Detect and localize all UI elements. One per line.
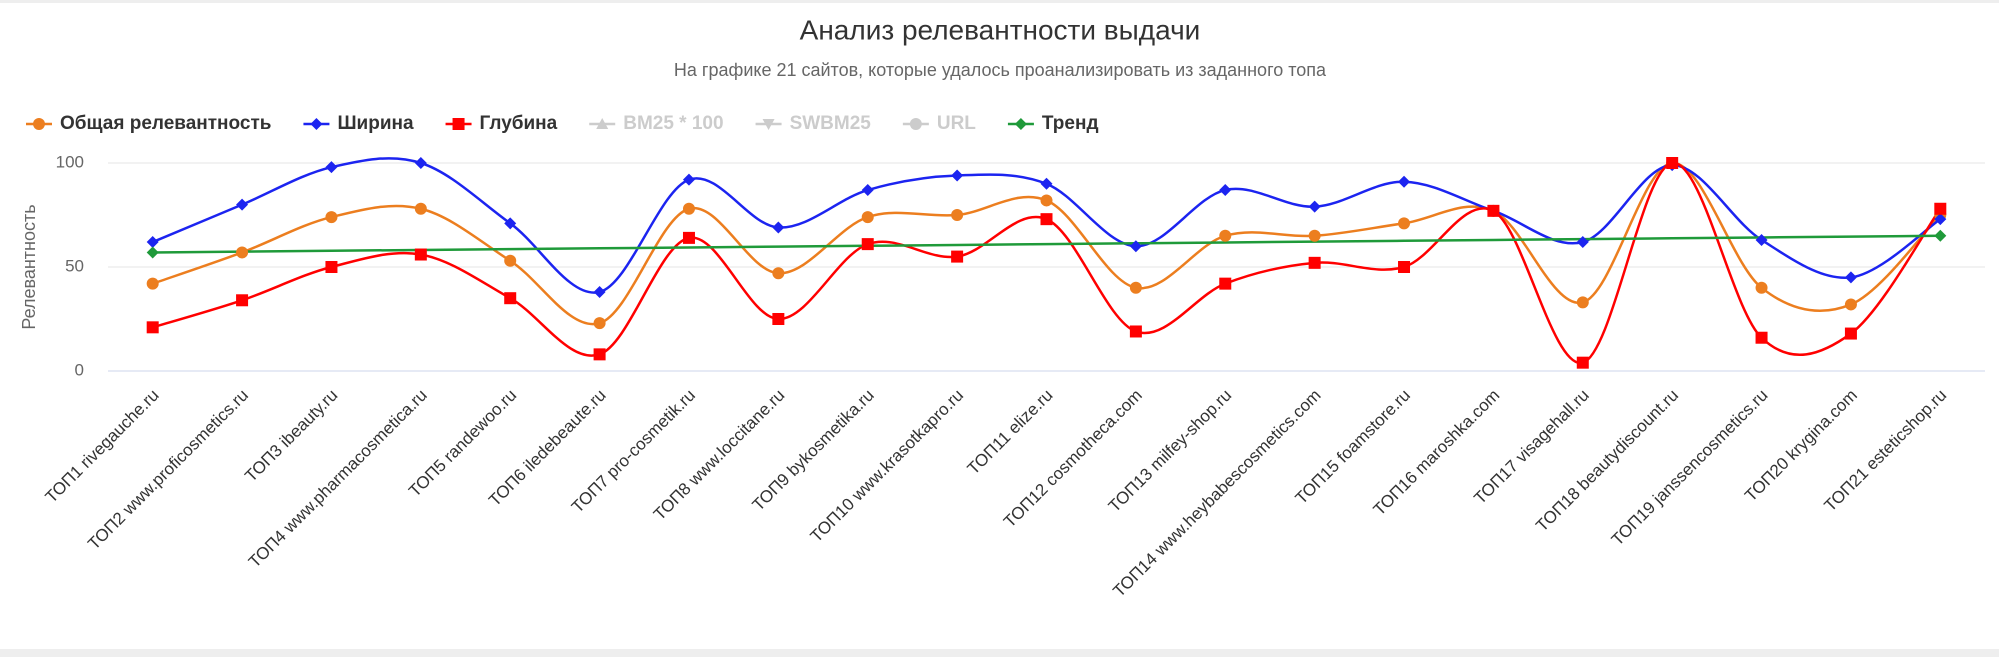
point-marker xyxy=(1844,327,1857,340)
point-marker xyxy=(861,238,874,251)
legend-symbol xyxy=(596,118,609,129)
point-marker xyxy=(593,285,606,298)
legend-item[interactable]: Общая релевантность xyxy=(26,113,271,134)
chart-subtitle: На графике 21 сайтов, которые удалось пр… xyxy=(674,60,1327,80)
legend-symbol xyxy=(33,118,45,130)
point-marker xyxy=(682,173,695,186)
point-marker xyxy=(1755,281,1768,294)
point-marker xyxy=(1755,233,1768,246)
legend-symbol xyxy=(452,118,465,130)
point-marker xyxy=(414,157,427,169)
legend-symbol xyxy=(310,118,323,130)
point-marker xyxy=(1219,277,1232,290)
point-marker xyxy=(593,348,606,361)
legend-label: BM25 * 100 xyxy=(623,113,723,134)
point-marker xyxy=(146,246,159,259)
legend-symbol xyxy=(909,118,922,130)
point-marker xyxy=(1129,240,1142,253)
point-marker xyxy=(236,198,249,211)
point-marker xyxy=(1844,271,1857,284)
y-tick-label: 100 xyxy=(56,152,84,171)
point-marker xyxy=(236,246,249,259)
point-marker xyxy=(325,161,338,174)
legend-item[interactable]: SWBM25 xyxy=(755,113,872,134)
legend-item[interactable]: BM25 * 100 xyxy=(589,113,724,134)
legend-item[interactable]: Тренд xyxy=(1007,113,1099,134)
point-marker xyxy=(682,202,695,215)
point-marker xyxy=(1308,229,1321,242)
x-tick-label: ТОП18 beautydiscount.ru xyxy=(1532,386,1682,536)
point-marker xyxy=(1219,184,1232,197)
series-line xyxy=(152,161,1942,364)
legend-label: SWBM25 xyxy=(790,113,872,134)
point-marker xyxy=(1398,175,1411,188)
point-marker xyxy=(146,277,159,290)
legend-label: Общая релевантность xyxy=(60,113,271,134)
bottom-border xyxy=(0,649,1999,657)
point-marker xyxy=(1666,157,1679,169)
point-marker xyxy=(1934,202,1947,215)
point-marker xyxy=(1576,296,1589,309)
point-marker xyxy=(504,254,517,267)
x-tick-label: ТОП3 ibeauty.ru xyxy=(241,386,341,486)
point-marker xyxy=(236,294,249,307)
point-marker xyxy=(1308,256,1321,269)
point-marker xyxy=(325,261,338,273)
point-marker xyxy=(772,267,785,280)
legend-symbol xyxy=(1014,118,1027,130)
point-marker xyxy=(1398,261,1411,273)
point-marker xyxy=(1755,331,1768,344)
point-marker xyxy=(1934,213,1947,226)
point-marker xyxy=(1934,229,1947,242)
legend-item[interactable]: URL xyxy=(902,113,976,134)
legend-label: Ширина xyxy=(337,113,414,134)
top-border xyxy=(0,0,1999,3)
x-tick-label: ТОП4 www.pharmacosmetica.ru xyxy=(245,386,431,572)
point-marker xyxy=(414,248,427,261)
point-marker xyxy=(1576,236,1589,249)
legend-label: Тренд xyxy=(1042,113,1099,134)
point-marker xyxy=(504,292,517,305)
x-tick-label: ТОП2 www.proficosmetics.ru xyxy=(84,386,252,554)
point-marker xyxy=(772,313,785,325)
point-marker xyxy=(861,211,874,224)
point-marker xyxy=(1398,217,1411,230)
point-marker xyxy=(146,321,159,334)
point-marker xyxy=(593,317,606,330)
point-marker xyxy=(1844,298,1857,311)
point-marker xyxy=(1129,325,1142,338)
point-marker xyxy=(1040,177,1053,190)
point-marker xyxy=(861,184,874,197)
point-marker xyxy=(951,169,964,182)
point-marker xyxy=(1487,204,1500,217)
legend-label: Глубина xyxy=(480,113,558,134)
x-tick-label: ТОП11 elize.ru xyxy=(964,386,1057,479)
series-line xyxy=(152,234,1941,254)
point-marker xyxy=(1576,356,1589,369)
point-marker xyxy=(504,217,517,230)
point-marker xyxy=(146,236,159,249)
legend-label: URL xyxy=(937,113,976,134)
legend-item[interactable]: Ширина xyxy=(303,113,414,134)
point-marker xyxy=(414,202,427,215)
x-tick-label: ТОП19 janssencosmetics.ru xyxy=(1608,386,1772,550)
point-marker xyxy=(682,231,695,244)
point-marker xyxy=(951,250,964,263)
point-marker xyxy=(1219,229,1232,242)
y-axis-label: Релевантность xyxy=(19,204,39,329)
point-marker xyxy=(951,209,964,221)
chart-title: Анализ релевантности выдачи xyxy=(800,14,1201,45)
x-tick-label: ТОП10 www.krasotkapro.ru xyxy=(807,386,967,546)
point-marker xyxy=(772,221,785,234)
y-tick-label: 50 xyxy=(65,256,84,275)
legend-symbol xyxy=(762,119,775,130)
point-marker xyxy=(325,211,338,224)
legend-item[interactable]: Глубина xyxy=(445,113,558,134)
point-marker xyxy=(1040,213,1053,226)
point-marker xyxy=(1308,200,1321,213)
point-marker xyxy=(1040,194,1053,207)
point-marker xyxy=(1129,281,1142,294)
y-tick-label: 0 xyxy=(75,360,84,379)
